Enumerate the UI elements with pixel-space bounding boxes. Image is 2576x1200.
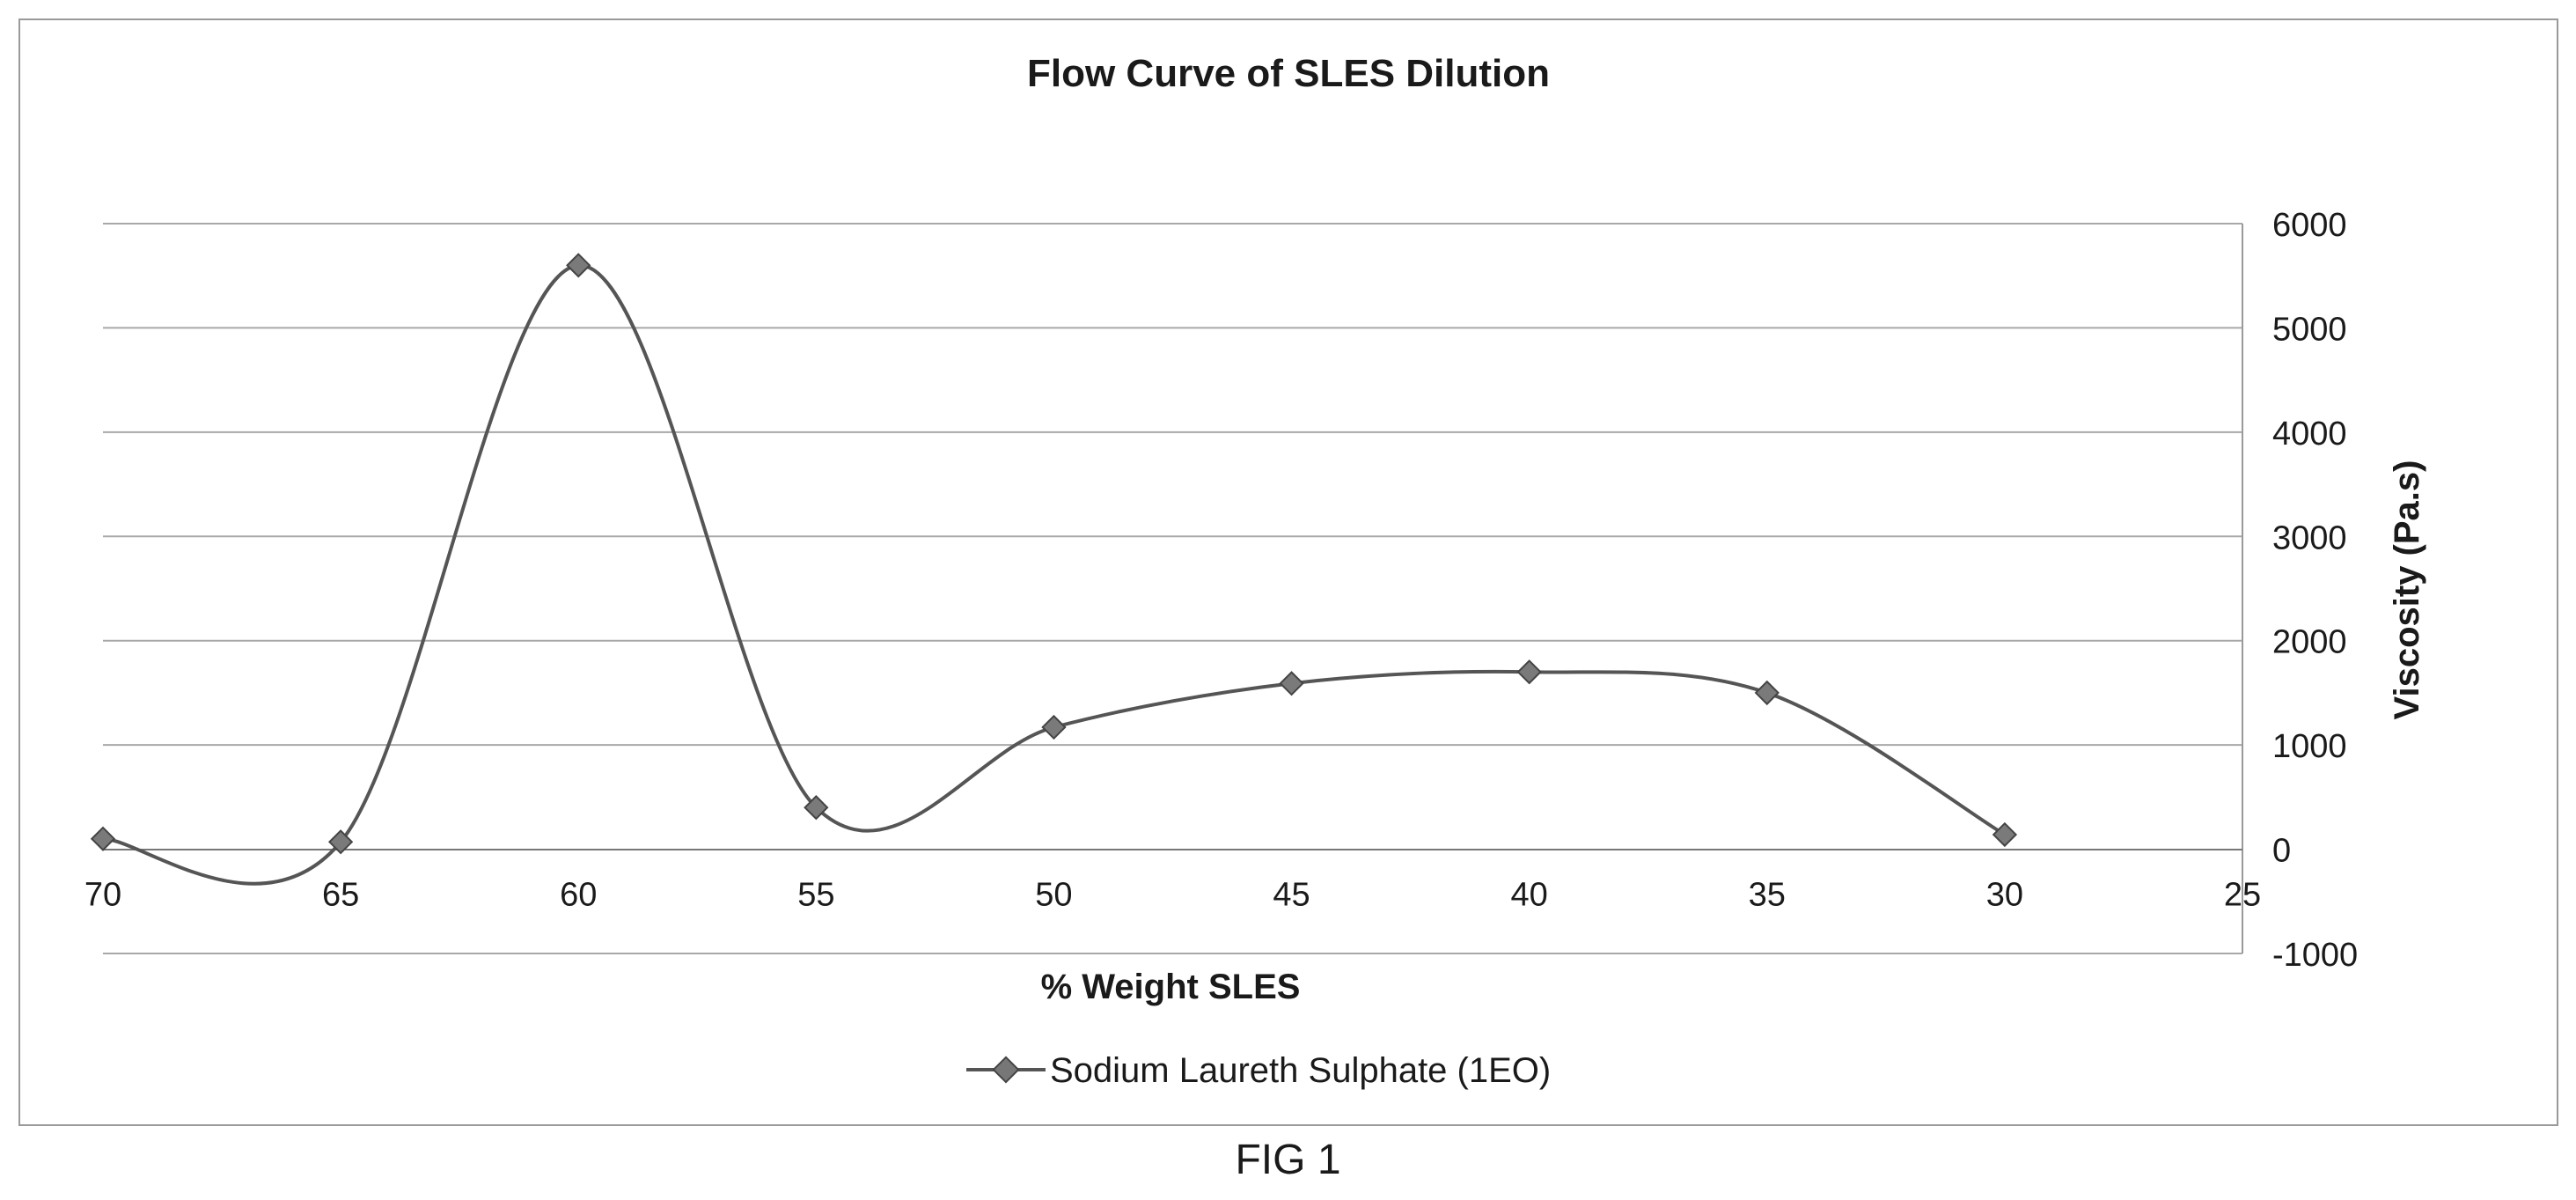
x-tick-label: 40 — [1511, 877, 1548, 914]
data-point — [1754, 680, 1780, 706]
data-point — [327, 829, 354, 855]
data-point — [804, 795, 829, 821]
y-tick-label: 6000 — [2272, 207, 2347, 244]
series-layer — [90, 253, 2018, 886]
x-tick-label: 65 — [322, 877, 359, 914]
chart-title: Flow Curve of SLES Dilution — [1027, 52, 1550, 95]
legend-label: Sodium Laureth Sulphate (1EO) — [1050, 1051, 1551, 1090]
y-axis-title: Viscosity (Pa.s) — [2388, 460, 2426, 720]
chart-frame — [18, 18, 2558, 1126]
y-tick-label: 0 — [2272, 833, 2291, 870]
y-tick-label: 4000 — [2272, 416, 2347, 453]
y-tick-label: 1000 — [2272, 728, 2347, 765]
y-tick-label: 5000 — [2272, 311, 2347, 348]
data-point — [90, 826, 116, 851]
x-tick-label: 55 — [797, 877, 834, 914]
data-point — [1041, 714, 1067, 740]
x-axis-title: % Weight SLES — [1041, 968, 1301, 1006]
series-line — [102, 263, 2006, 886]
x-tick-label: 70 — [84, 877, 121, 914]
y-tick-label: 2000 — [2272, 624, 2347, 661]
y-tick-label: 3000 — [2272, 519, 2347, 556]
x-tick-label: 35 — [1749, 877, 1786, 914]
data-point — [566, 253, 591, 278]
x-tick-label: 25 — [2224, 877, 2261, 914]
x-tick-label: 30 — [1986, 877, 2023, 914]
legend: Sodium Laureth Sulphate (1EO) — [966, 1051, 1551, 1090]
data-point — [1516, 659, 1542, 685]
data-point — [1279, 671, 1304, 696]
legend-diamond-icon — [992, 1056, 1020, 1084]
figure-caption: FIG 1 — [1235, 1137, 1341, 1183]
x-tick-label: 60 — [560, 877, 597, 914]
data-point — [1992, 821, 2018, 848]
gridlines — [103, 223, 2242, 954]
x-tick-labels: 70 65 60 55 50 45 40 35 30 25 — [84, 877, 2261, 914]
x-tick-label: 45 — [1273, 877, 1310, 914]
y-tick-label: -1000 — [2272, 937, 2358, 974]
y-tick-labels: -1000 0 1000 2000 3000 4000 5000 6000 — [2272, 207, 2358, 974]
x-tick-label: 50 — [1035, 877, 1072, 914]
